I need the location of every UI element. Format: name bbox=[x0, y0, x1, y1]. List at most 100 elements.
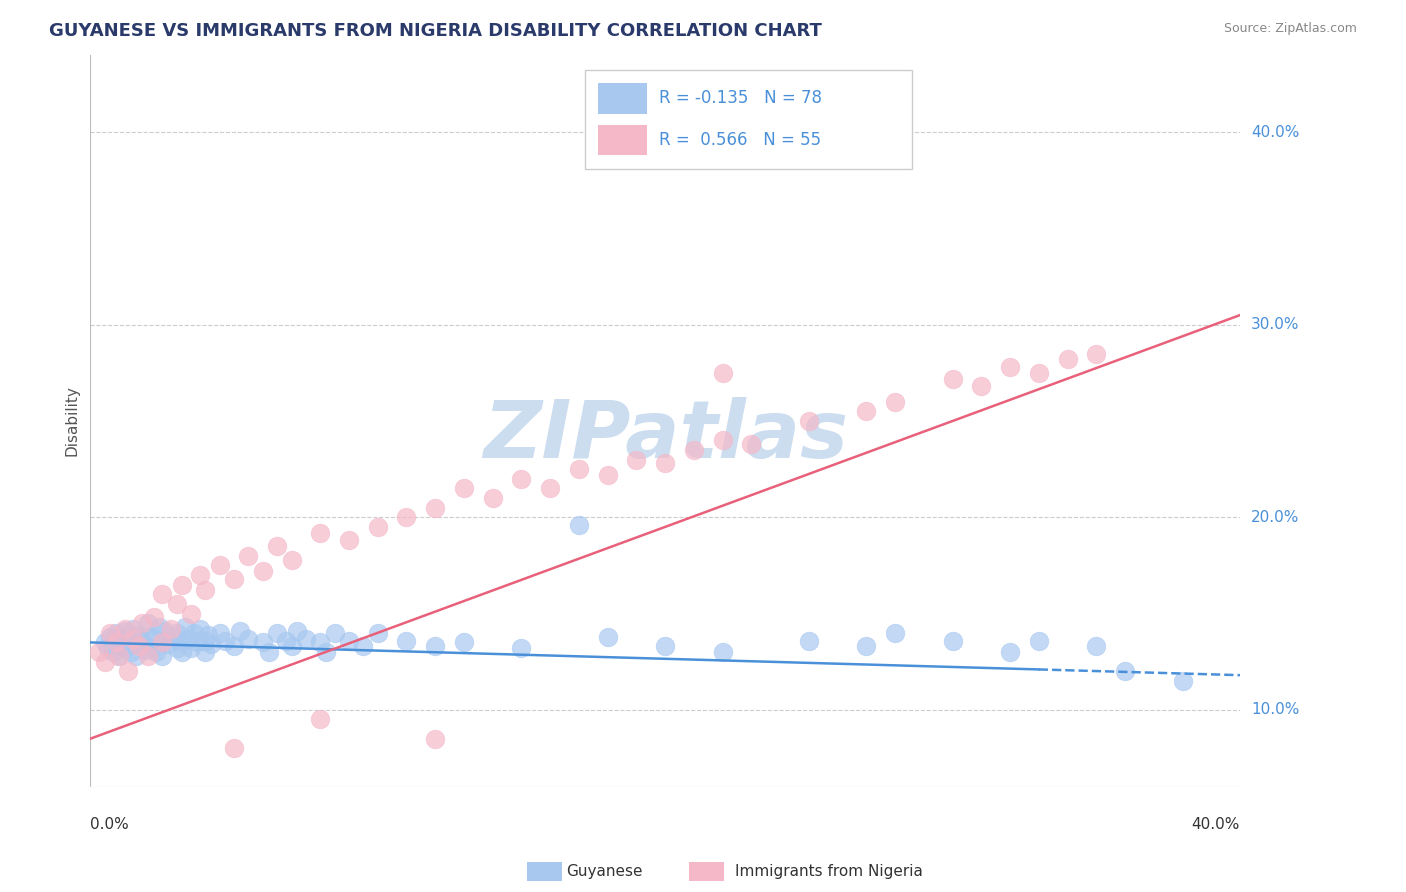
Point bbox=[97, 641, 120, 656]
Point bbox=[683, 442, 706, 457]
Point bbox=[942, 371, 965, 385]
Point bbox=[1085, 346, 1108, 360]
Point bbox=[128, 628, 150, 642]
Point bbox=[453, 635, 475, 649]
Text: 40.0%: 40.0% bbox=[1192, 817, 1240, 832]
Point bbox=[169, 633, 191, 648]
Point bbox=[111, 632, 134, 646]
Point bbox=[117, 633, 139, 648]
Point bbox=[180, 641, 202, 656]
Point bbox=[252, 635, 274, 649]
Point bbox=[309, 525, 332, 540]
Point bbox=[266, 539, 288, 553]
Point bbox=[510, 641, 533, 656]
Point bbox=[1056, 352, 1078, 367]
Point bbox=[295, 632, 318, 646]
Point bbox=[596, 630, 619, 644]
Point bbox=[238, 632, 260, 646]
Point bbox=[367, 625, 389, 640]
Point bbox=[510, 472, 533, 486]
Point bbox=[323, 625, 346, 640]
Text: R = -0.135   N = 78: R = -0.135 N = 78 bbox=[659, 89, 823, 107]
Point bbox=[122, 637, 145, 651]
Point bbox=[156, 637, 179, 651]
Point bbox=[200, 637, 222, 651]
Point bbox=[208, 558, 231, 573]
Point bbox=[274, 633, 297, 648]
Point bbox=[148, 620, 170, 634]
Text: 0.0%: 0.0% bbox=[90, 817, 129, 832]
Point bbox=[114, 622, 136, 636]
Point bbox=[315, 645, 337, 659]
Point bbox=[166, 597, 188, 611]
Point bbox=[208, 625, 231, 640]
Point bbox=[568, 462, 591, 476]
Point bbox=[142, 632, 165, 646]
Point bbox=[100, 625, 122, 640]
Point bbox=[711, 434, 734, 448]
Text: Source: ZipAtlas.com: Source: ZipAtlas.com bbox=[1223, 22, 1357, 36]
Point bbox=[942, 633, 965, 648]
Point bbox=[1085, 640, 1108, 654]
Point bbox=[395, 633, 418, 648]
Point bbox=[186, 635, 208, 649]
Text: Immigrants from Nigeria: Immigrants from Nigeria bbox=[735, 864, 924, 879]
Point bbox=[172, 577, 194, 591]
Point bbox=[134, 643, 156, 657]
Point bbox=[114, 641, 136, 656]
FancyBboxPatch shape bbox=[585, 70, 912, 169]
Point bbox=[131, 616, 153, 631]
Point bbox=[93, 655, 115, 669]
Text: 20.0%: 20.0% bbox=[1251, 509, 1299, 524]
Point bbox=[150, 635, 173, 649]
Point bbox=[238, 549, 260, 563]
Point bbox=[87, 645, 110, 659]
Text: ZIPatlas: ZIPatlas bbox=[482, 397, 848, 475]
Point bbox=[108, 648, 131, 663]
Text: 40.0%: 40.0% bbox=[1251, 125, 1299, 140]
Point bbox=[855, 404, 877, 418]
Point bbox=[425, 731, 447, 746]
Point bbox=[711, 366, 734, 380]
Point bbox=[103, 645, 125, 659]
Point bbox=[998, 360, 1021, 375]
Point bbox=[855, 640, 877, 654]
Point bbox=[142, 610, 165, 624]
Point bbox=[568, 518, 591, 533]
Point bbox=[150, 587, 173, 601]
Point bbox=[797, 633, 820, 648]
Y-axis label: Disability: Disability bbox=[65, 385, 79, 457]
Point bbox=[626, 452, 648, 467]
Point bbox=[309, 713, 332, 727]
Point bbox=[257, 645, 280, 659]
Point bbox=[266, 625, 288, 640]
Point bbox=[280, 552, 302, 566]
Point bbox=[654, 640, 676, 654]
Point bbox=[125, 648, 148, 663]
Point bbox=[711, 645, 734, 659]
Point bbox=[145, 645, 167, 659]
Point bbox=[122, 622, 145, 636]
Point bbox=[1028, 633, 1050, 648]
Point bbox=[425, 640, 447, 654]
Point bbox=[177, 632, 200, 646]
Text: Guyanese: Guyanese bbox=[567, 864, 643, 879]
Point bbox=[481, 491, 503, 505]
Point bbox=[280, 640, 302, 654]
Point bbox=[214, 633, 236, 648]
Point bbox=[183, 625, 205, 640]
Point bbox=[425, 500, 447, 515]
Point bbox=[139, 641, 162, 656]
Point bbox=[337, 633, 360, 648]
Point bbox=[166, 641, 188, 656]
Point bbox=[197, 628, 219, 642]
Point bbox=[159, 622, 181, 636]
Point bbox=[136, 648, 159, 663]
Point bbox=[453, 482, 475, 496]
Point bbox=[252, 564, 274, 578]
Point bbox=[150, 648, 173, 663]
Point bbox=[136, 616, 159, 631]
Point bbox=[229, 624, 252, 638]
Point bbox=[159, 630, 181, 644]
Point bbox=[337, 533, 360, 548]
